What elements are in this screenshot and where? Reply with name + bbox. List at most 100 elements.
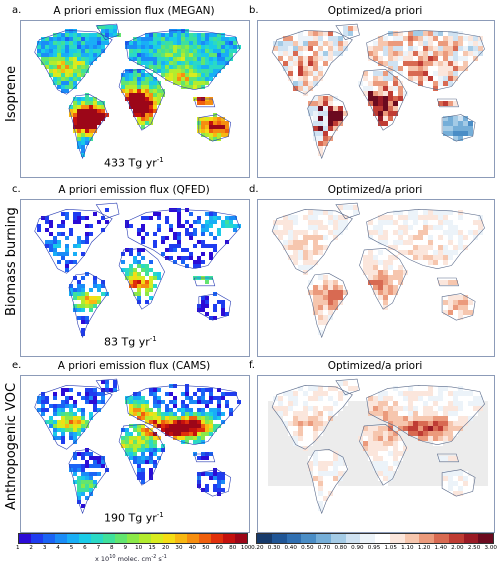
coastline-eurasia (366, 209, 485, 269)
coastline-australia (198, 114, 232, 142)
colorbar-tick-label: 0.90 (351, 545, 364, 551)
coastline-australia (441, 114, 476, 142)
colorbar-swatch (67, 534, 79, 543)
colorbar-swatch (375, 534, 390, 543)
colorbar-swatch (163, 534, 175, 543)
coastline-africa (359, 248, 408, 310)
colorbar-swatch (478, 534, 493, 543)
coastline-indonesia (193, 277, 216, 287)
colorbar-swatch (345, 534, 361, 543)
prior-emission-map (20, 375, 250, 533)
coastline-eurasia (366, 385, 485, 445)
coastline-australia (441, 293, 476, 321)
colorbar-swatch (187, 534, 199, 543)
coastline-africa (118, 248, 165, 310)
map-cells (37, 25, 241, 157)
colorbar-emission-flux-ticks: 1 2 3 4 5 6 7 8 9 10 15 20 30 40 50 60 80 100 (11, 545, 253, 551)
total-emission-label: 433 Tg yr-1 (104, 156, 164, 170)
colorbar-tick-label: 8 (110, 545, 114, 551)
panel-title: Optimized/a priori (327, 360, 423, 372)
colorbar-tick-label: 40 (188, 545, 196, 551)
colorbar-swatch (448, 534, 464, 543)
colorbar-swatch (127, 534, 139, 543)
colorbar-tick-label: 0.95 (367, 545, 381, 551)
map-cells (273, 205, 483, 335)
colorbar-tick-label: 6 (83, 545, 87, 551)
coastline-namerica (271, 209, 353, 274)
map-cells (37, 380, 241, 508)
colorbar-tick-label: 50 (202, 545, 210, 551)
colorbar-tick-label: 2.50 (467, 545, 481, 551)
coastline-greenland (335, 202, 360, 220)
colorbar-swatch (175, 534, 187, 543)
colorbar-swatch (55, 534, 67, 543)
panel-title: A priori emission flux (MEGAN) (53, 5, 215, 17)
colorbar-swatch (199, 534, 211, 543)
colorbar-tick-label: 0.50 (301, 545, 314, 551)
colorbar-swatch (404, 534, 420, 543)
coastline-eurasia (125, 30, 241, 90)
colorbar-swatch (31, 534, 43, 543)
panel-letter: a. (12, 5, 22, 16)
coastline-outlines (271, 23, 485, 160)
colorbar-tick-label: 0.20 (251, 545, 264, 551)
colorbar-swatch (434, 534, 449, 543)
ratio-map (257, 199, 495, 357)
coastline-indonesia (436, 453, 460, 463)
colorbar-tick-label: 60 (215, 545, 223, 551)
colorbar-tick-label: 4 (56, 545, 60, 551)
total-emission-label: 83 Tg yr-1 (104, 335, 157, 349)
coastline-namerica (271, 30, 353, 95)
map-cells (37, 208, 241, 336)
prior-emission-map (20, 199, 250, 357)
coastline-indonesia (436, 98, 460, 108)
colorbar-tick-label: 5 (69, 545, 74, 551)
coastline-outlines (34, 202, 241, 339)
coastline-greenland (335, 378, 360, 396)
ratio-map (257, 20, 495, 178)
coastline-eurasia (125, 209, 241, 269)
colorbar-swatch (463, 534, 479, 543)
colorbar-swatch (330, 534, 346, 543)
coastline-greenland (95, 202, 120, 220)
row-label-biomass-burning: Biomass burning (4, 207, 19, 316)
colorbar-tick-label: 15 (148, 545, 156, 551)
colorbar-swatch (43, 534, 55, 543)
colorbar-tick-label: 1.40 (434, 545, 447, 551)
coastline-africa (359, 69, 408, 131)
colorbar-swatch (360, 534, 375, 543)
colorbar-tick-label: 2 (29, 545, 33, 551)
colorbar-swatch (211, 534, 223, 543)
coastline-namerica (271, 385, 353, 450)
panel-letter: c. (12, 184, 21, 195)
coastline-namerica (34, 385, 113, 450)
colorbar-swatch (271, 534, 287, 543)
coastline-australia (441, 469, 476, 497)
coastline-eurasia (366, 30, 485, 90)
colorbar-tick-label: 1.10 (401, 545, 414, 551)
coastline-greenland (95, 378, 120, 396)
coastline-samerica (68, 273, 108, 339)
colorbar-swatch (79, 534, 91, 543)
colorbar-tick-label: 0.70 (317, 545, 331, 551)
coastline-samerica (68, 449, 108, 515)
colorbar-tick-label: 2.00 (451, 545, 464, 551)
panel-letter: d. (249, 184, 259, 195)
colorbar-swatch (235, 534, 247, 543)
panel-title: Optimized/a priori (327, 5, 423, 17)
coastline-greenland (335, 23, 360, 41)
colorbar-emission-flux-unit: x 1010 molec. cm-2 s-1 (95, 554, 167, 564)
coastline-africa (118, 424, 165, 486)
colorbar-tick-label: 0.30 (267, 545, 281, 551)
panel-letter: e. (12, 360, 22, 371)
colorbar-tick-label: 10 (135, 545, 143, 551)
coastline-eurasia (125, 385, 241, 445)
coastline-outlines (34, 23, 241, 160)
colorbar-tick-label: 1 (15, 545, 20, 551)
colorbar-swatch (139, 534, 151, 543)
colorbar-swatch (19, 534, 31, 543)
colorbar-swatch (115, 534, 127, 543)
coastline-africa (359, 424, 408, 486)
colorbar-tick-label: 0.80 (334, 545, 347, 551)
colorbar-tick-label: 1.05 (384, 545, 397, 551)
